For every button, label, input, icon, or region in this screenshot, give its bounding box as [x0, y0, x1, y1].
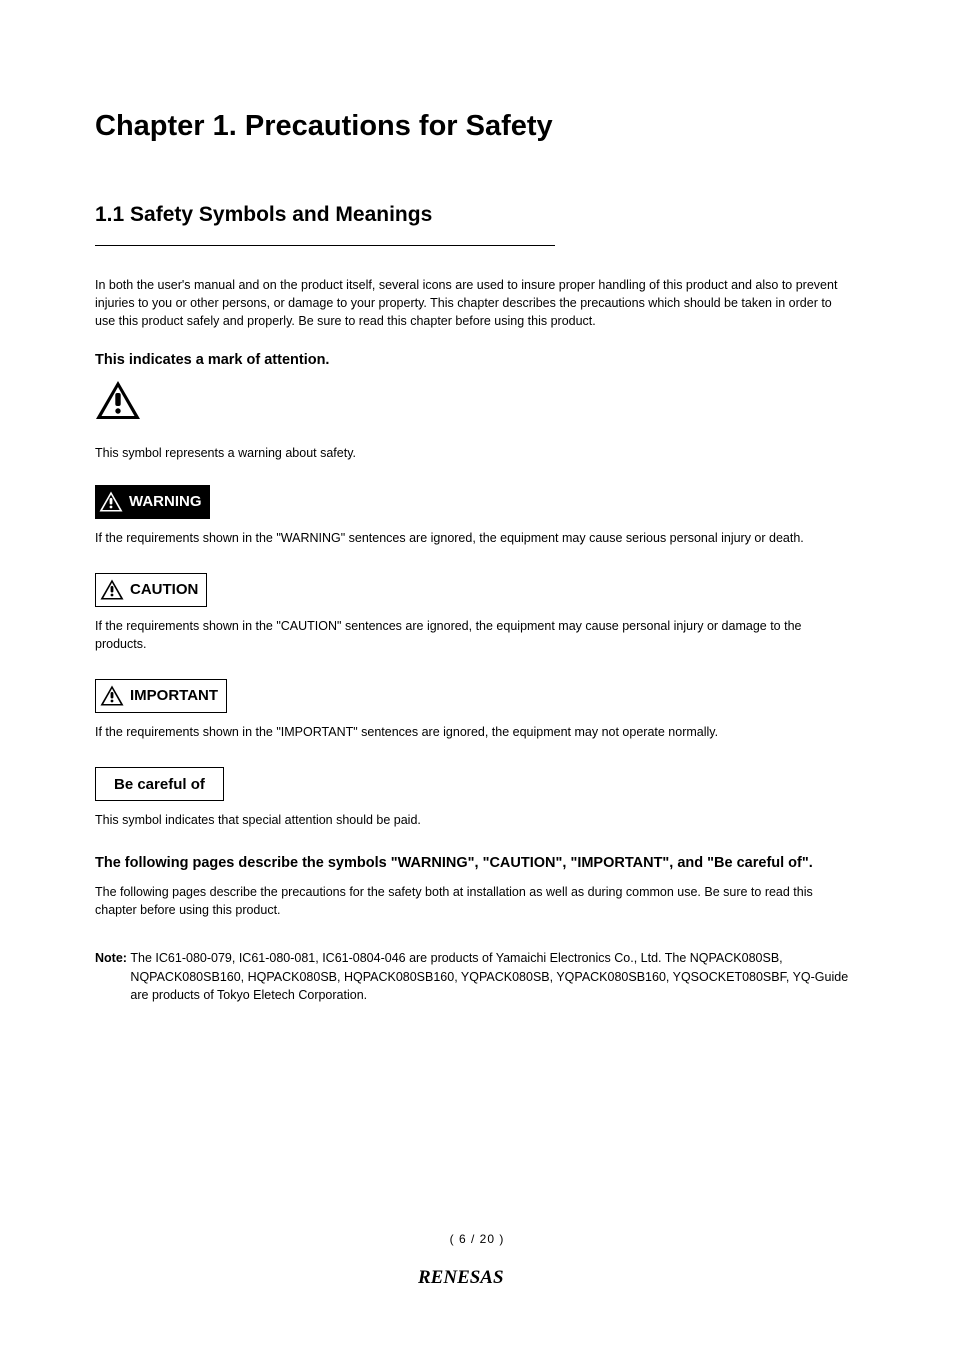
definition-careful: Be careful of This symbol indicates that … [95, 767, 859, 829]
page-number: ( 6 / 20 ) [0, 1232, 954, 1246]
symbols-desc-heading: The following pages describe the symbols… [95, 855, 859, 871]
definition-text-important: If the requirements shown in the "IMPORT… [95, 723, 855, 741]
definition-warning: WARNING If the requirements shown in the … [95, 485, 859, 547]
definition-label-caution: CAUTION [130, 581, 198, 598]
note-label: Note: [95, 949, 130, 1003]
note-block: Note: The IC61-080-079, IC61-080-081, IC… [95, 949, 855, 1003]
section-rule [95, 245, 555, 246]
chapter-title: Chapter 1. Precautions for Safety [95, 110, 859, 143]
intro-paragraph: In both the user's manual and on the pro… [95, 276, 855, 330]
big-icon-caption: This symbol represents a warning about s… [95, 444, 855, 462]
definition-caution: CAUTION If the requirements shown in the … [95, 573, 859, 653]
definition-box-caution: CAUTION [95, 573, 207, 607]
warning-triangle-icon [95, 380, 859, 420]
warning-triangle-icon [100, 579, 124, 600]
symbols-desc-paragraph: The following pages describe the precaut… [95, 883, 855, 919]
definition-label-important: IMPORTANT [130, 687, 218, 704]
definition-box-careful: Be careful of [95, 767, 224, 801]
definition-important: IMPORTANT If the requirements shown in th… [95, 679, 859, 741]
definition-list: WARNING If the requirements shown in the … [95, 485, 859, 830]
definition-label-careful: Be careful of [114, 776, 205, 793]
attention-heading: This indicates a mark of attention. [95, 352, 859, 368]
definition-text-careful: This symbol indicates that special atten… [95, 811, 855, 829]
renesas-logo: RENESAS [418, 1265, 536, 1294]
section-title: 1.1 Safety Symbols and Meanings [95, 203, 859, 227]
definition-text-warning: If the requirements shown in the "WARNIN… [95, 529, 855, 547]
note-body: The IC61-080-079, IC61-080-081, IC61-080… [130, 949, 855, 1003]
page-root: Chapter 1. Precautions for Safety 1.1 Sa… [0, 0, 954, 1354]
definition-box-important: IMPORTANT [95, 679, 227, 713]
footer: RENESAS [0, 1265, 954, 1294]
warning-triangle-icon [99, 491, 123, 512]
definition-label-warning: WARNING [129, 493, 202, 510]
definition-text-caution: If the requirements shown in the "CAUTIO… [95, 617, 855, 653]
warning-triangle-icon [100, 685, 124, 706]
definition-box-warning: WARNING [95, 485, 210, 519]
renesas-logo-text: RENESAS [418, 1267, 504, 1288]
